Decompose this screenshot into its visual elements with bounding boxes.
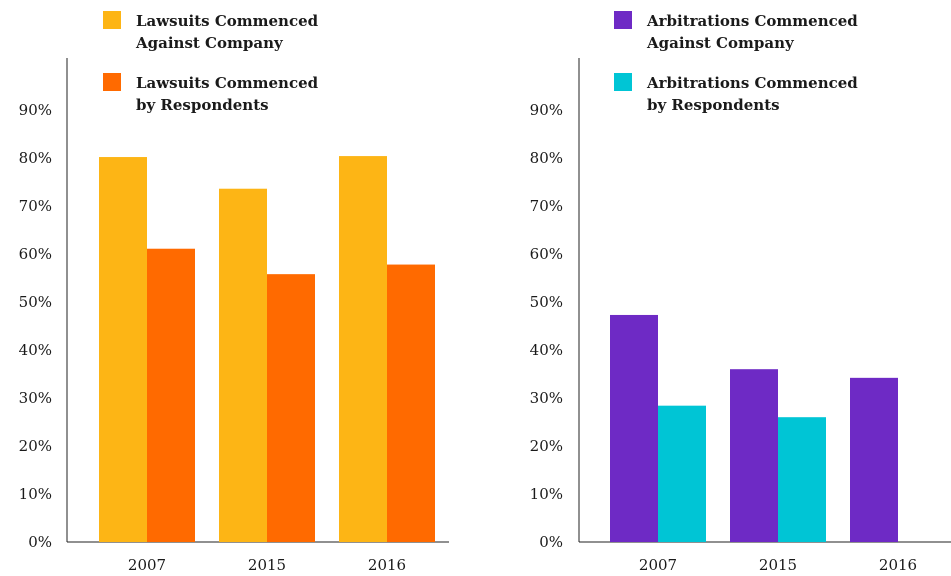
bar-2015-series-1 <box>730 369 778 542</box>
chart-1: 0% 10% 20% 30% 40% 50% 60% 70% 80% 90% 2007 2015 201… <box>19 11 449 574</box>
legend-label-line: Against Company <box>646 34 795 52</box>
bar-2016-series-1 <box>850 377 898 542</box>
legend-swatch <box>103 11 121 29</box>
y-tick-label: 70% <box>19 197 52 215</box>
y-tick-label: 20% <box>19 437 52 455</box>
y-tick-label: 30% <box>530 389 563 407</box>
x-tick-label: 2007 <box>639 556 677 574</box>
y-tick-label: 40% <box>19 341 52 359</box>
y-tick-label: 20% <box>530 437 563 455</box>
y-tick-label: 10% <box>530 485 563 503</box>
x-tick-label: 2007 <box>128 556 166 574</box>
legend-label-line: Lawsuits Commenced <box>136 74 319 92</box>
legend-label-line: by Respondents <box>647 96 780 114</box>
legend-label: Lawsuits Commenced Against Company <box>135 12 319 52</box>
y-tick-label: 40% <box>530 341 563 359</box>
y-tick-label: 90% <box>530 101 563 119</box>
x-tick-label: 2016 <box>368 556 406 574</box>
bar-2016-series-1 <box>339 156 387 542</box>
bar-2007-series-2 <box>658 405 706 542</box>
legend-label-line: Lawsuits Commenced <box>136 12 319 30</box>
x-tick-label: 2015 <box>248 556 286 574</box>
y-tick-label: 60% <box>19 245 52 263</box>
y-tick-label: 80% <box>19 149 52 167</box>
legend-label: Arbitrations Commenced by Respondents <box>646 74 858 114</box>
legend-label: Arbitrations Commenced Against Company <box>646 12 858 52</box>
chart-2: 0% 10% 20% 30% 40% 50% 60% 70% 80% 90% 2007 2015 201… <box>530 11 951 574</box>
legend-swatch <box>614 73 632 91</box>
y-tick-label: 50% <box>530 293 563 311</box>
legend-label: Lawsuits Commenced by Respondents <box>136 74 319 114</box>
y-tick-label: 0% <box>28 533 52 551</box>
bar-2007-series-1 <box>610 314 658 542</box>
bar-2016-series-2 <box>387 264 435 542</box>
y-tick-label: 90% <box>19 101 52 119</box>
x-tick-label: 2016 <box>879 556 917 574</box>
y-tick-label: 80% <box>530 149 563 167</box>
y-tick-label: 0% <box>539 533 563 551</box>
bar-2015-series-1 <box>219 188 267 542</box>
bar-2007-series-1 <box>99 157 147 543</box>
y-tick-label: 60% <box>530 245 563 263</box>
bar-2007-series-2 <box>147 248 195 542</box>
x-tick-label: 2015 <box>759 556 797 574</box>
y-tick-label: 30% <box>19 389 52 407</box>
legend-label-line: Arbitrations Commenced <box>646 74 858 92</box>
legend-swatch <box>103 73 121 91</box>
legend-swatch <box>614 11 632 29</box>
y-tick-label: 70% <box>530 197 563 215</box>
legend-label-line: Against Company <box>135 34 284 52</box>
y-tick-label: 10% <box>19 485 52 503</box>
y-tick-label: 50% <box>19 293 52 311</box>
legend-label-line: Arbitrations Commenced <box>646 12 858 30</box>
legend-label-line: by Respondents <box>136 96 269 114</box>
bar-2015-series-2 <box>267 274 315 542</box>
bar-2015-series-2 <box>778 417 826 542</box>
